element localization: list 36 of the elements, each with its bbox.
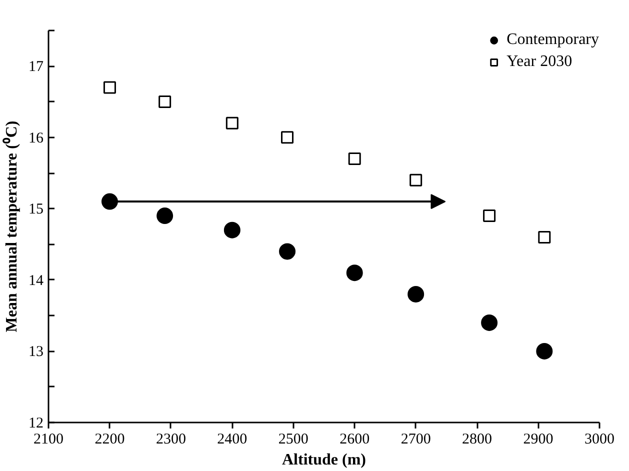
legend-label: Year 2030 bbox=[506, 53, 572, 71]
point bbox=[536, 342, 553, 360]
x-tick-label: 2100 bbox=[34, 432, 64, 448]
x-tick-label: 2300 bbox=[156, 432, 186, 448]
point bbox=[158, 96, 172, 108]
point bbox=[346, 264, 363, 282]
x-tick-label: 2700 bbox=[400, 432, 431, 448]
point bbox=[408, 286, 424, 302]
y-tick-label: 14 bbox=[28, 272, 44, 289]
point bbox=[481, 314, 498, 331]
point bbox=[279, 243, 296, 260]
point bbox=[483, 210, 496, 222]
y-tick-label: 17 bbox=[28, 59, 44, 76]
x-tick-label: 2600 bbox=[340, 432, 370, 448]
x-axis-title: Altitude (m) bbox=[282, 452, 366, 468]
y-tick-label: 13 bbox=[28, 344, 44, 360]
x-tick-label: 3000 bbox=[584, 432, 614, 448]
point bbox=[226, 116, 238, 130]
x-tick-label: 2400 bbox=[217, 432, 248, 448]
x-tick-label: 2500 bbox=[278, 432, 308, 448]
point bbox=[281, 131, 294, 144]
y-tick-label: 12 bbox=[28, 416, 44, 432]
y-axis-title: Mean annual temperature (⁰C) bbox=[2, 120, 20, 332]
point bbox=[101, 193, 118, 210]
point bbox=[156, 208, 174, 224]
point bbox=[348, 152, 361, 166]
point bbox=[538, 230, 551, 244]
x-tick-label: 2200 bbox=[94, 432, 125, 448]
point bbox=[410, 174, 422, 186]
point bbox=[103, 81, 116, 94]
y-tick-label: 15 bbox=[28, 202, 44, 218]
x-tick-label: 2900 bbox=[523, 432, 554, 448]
y-tick-label: 16 bbox=[28, 130, 44, 146]
point bbox=[224, 222, 240, 238]
x-tick-label: 2800 bbox=[462, 432, 492, 448]
legend-label: Contemporary bbox=[506, 31, 599, 49]
